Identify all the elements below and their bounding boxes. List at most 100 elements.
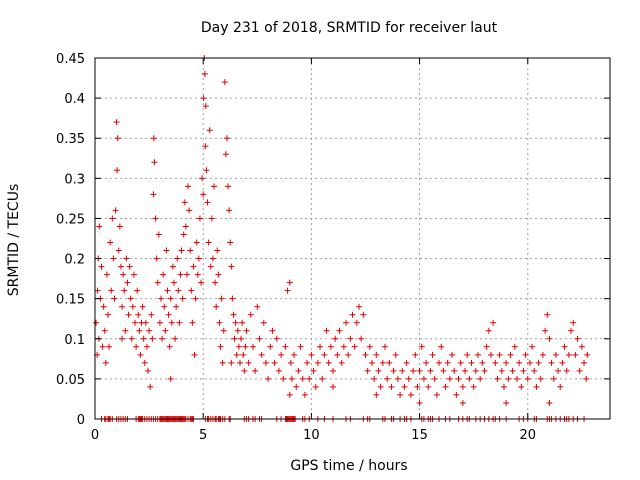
data-point [343, 319, 350, 326]
data-point [513, 375, 520, 382]
data-point [243, 327, 250, 334]
data-point [340, 343, 347, 350]
data-point [570, 319, 577, 326]
data-point [559, 359, 566, 366]
data-point [120, 271, 127, 278]
data-point [487, 351, 494, 358]
data-point [139, 303, 146, 310]
data-point [360, 311, 367, 318]
data-point [231, 335, 238, 342]
data-point [187, 247, 194, 254]
data-point [220, 327, 227, 334]
data-point [134, 287, 141, 294]
data-point [265, 375, 272, 382]
data-point [127, 295, 134, 302]
data-point [535, 359, 542, 366]
data-point [373, 351, 380, 358]
data-point [423, 359, 430, 366]
data-point [114, 167, 121, 174]
data-point [568, 327, 575, 334]
data-point [202, 143, 209, 150]
data-point [529, 343, 536, 350]
y-tick-label: 0.25 [56, 212, 85, 227]
data-point [397, 391, 404, 398]
data-point [232, 319, 239, 326]
data-point [136, 327, 143, 334]
data-point [327, 343, 334, 350]
data-point [140, 335, 147, 342]
data-point [479, 359, 486, 366]
data-point [459, 399, 466, 406]
data-point [295, 367, 302, 374]
data-point [238, 335, 245, 342]
data-point [225, 183, 232, 190]
data-point [403, 359, 410, 366]
data-point [181, 199, 188, 206]
data-point [358, 335, 365, 342]
data-point [217, 343, 224, 350]
data-point [121, 287, 128, 294]
data-point [407, 391, 414, 398]
data-point [581, 359, 588, 366]
data-point [168, 319, 175, 326]
data-point [319, 375, 326, 382]
data-point [228, 263, 235, 270]
data-point [125, 311, 132, 318]
data-point [190, 263, 197, 270]
data-point [133, 343, 140, 350]
data-point [116, 223, 123, 230]
data-point [332, 335, 339, 342]
data-point [254, 303, 261, 310]
data-point [451, 367, 458, 374]
data-point [260, 319, 267, 326]
data-point [178, 247, 185, 254]
data-point [323, 327, 330, 334]
data-point [216, 319, 223, 326]
data-point [271, 359, 278, 366]
data-point [287, 359, 294, 366]
data-point [142, 319, 149, 326]
data-point [201, 71, 208, 78]
data-point [388, 383, 395, 390]
data-point [584, 351, 591, 358]
data-point [412, 351, 419, 358]
data-point [462, 367, 469, 374]
data-point [167, 375, 174, 382]
data-point [338, 359, 345, 366]
data-point [550, 375, 557, 382]
data-point [375, 367, 382, 374]
data-point [468, 359, 475, 366]
data-point [155, 231, 162, 238]
data-point [209, 255, 216, 262]
data-point [162, 327, 169, 334]
data-point [188, 287, 195, 294]
data-point [507, 351, 514, 358]
data-point [286, 279, 293, 286]
plot-frame [94, 57, 611, 420]
data-point [420, 375, 427, 382]
data-points [93, 55, 591, 422]
x-axis-label: GPS time / hours [290, 458, 407, 474]
data-point [345, 351, 352, 358]
data-point [368, 359, 375, 366]
data-point [154, 279, 161, 286]
data-point [203, 167, 210, 174]
data-point [148, 311, 155, 318]
data-point [546, 399, 553, 406]
data-point [96, 223, 103, 230]
data-point [141, 359, 148, 366]
data-point [123, 255, 130, 262]
data-point [128, 335, 135, 342]
data-point [444, 359, 451, 366]
data-point [578, 343, 585, 350]
data-point [194, 271, 201, 278]
data-point [149, 335, 156, 342]
axis-ticks [94, 57, 610, 420]
data-point [169, 263, 176, 270]
data-point [414, 383, 421, 390]
data-point [200, 95, 207, 102]
data-point [275, 367, 282, 374]
data-point [572, 351, 579, 358]
grid-lines [95, 58, 610, 419]
